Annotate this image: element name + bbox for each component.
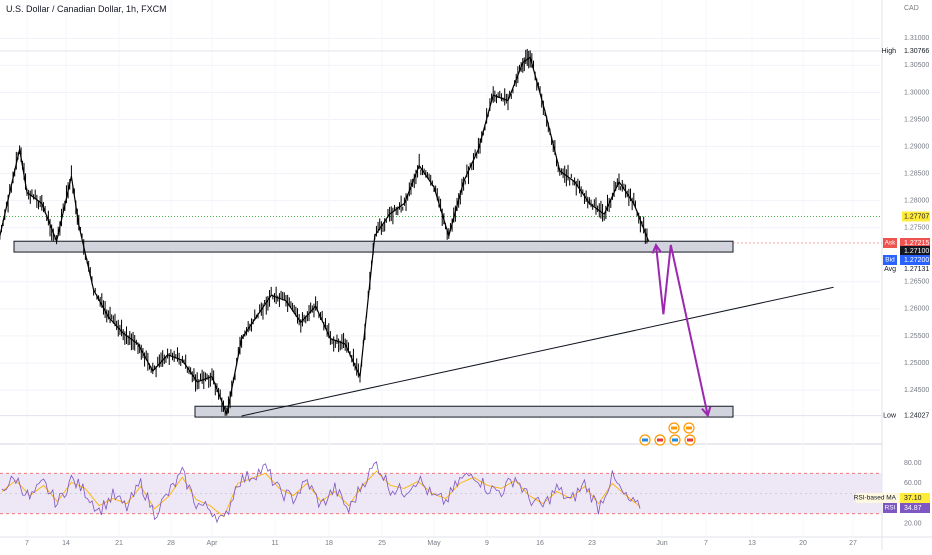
x-tick-label: 20 [799, 540, 807, 547]
bid-tag [883, 255, 897, 265]
rsi-label: RSI [885, 505, 896, 512]
x-tick-label: 7 [25, 540, 29, 547]
avg-label: Avg [884, 266, 896, 273]
x-tick-label: May [427, 540, 441, 547]
ask-tag [883, 238, 897, 248]
rsi-value-badge [900, 503, 930, 513]
arrow-head-end [701, 406, 712, 418]
y-tick-label: 1.26500 [904, 279, 929, 286]
y-tick-label: 1.30000 [904, 89, 929, 96]
price-line [0, 56, 650, 417]
x-tick-label: 23 [588, 540, 596, 547]
x-tick-label: 7 [704, 540, 708, 547]
mid-value-badge [900, 246, 930, 256]
y-tick-label: 1.28000 [904, 197, 929, 204]
currency-label: CAD [904, 5, 919, 12]
canada-flag-icon-glyph [657, 438, 663, 442]
x-tick-label: 11 [271, 540, 278, 547]
y-tick-label: 1.31000 [904, 35, 929, 42]
bid-value-badge [900, 255, 930, 265]
projection-path [655, 244, 709, 416]
x-tick-label: 9 [485, 540, 489, 547]
green-level-badge [902, 211, 930, 222]
ask-label: Ask [885, 240, 897, 247]
earnings-event-icon-glyph [671, 426, 677, 430]
high-value: 1.30766 [904, 48, 929, 55]
x-tick-label: 28 [167, 540, 175, 547]
support-zone [194, 405, 734, 418]
low-label: Low [883, 412, 897, 419]
us-flag-icon-glyph [672, 438, 678, 442]
price-grid: 1.31000 1.30500 1.30000 1.29500 1.29000 1.285… [0, 35, 929, 394]
x-tick-label: 18 [325, 540, 333, 547]
low-value: 1.24027 [904, 412, 929, 419]
rsi-line [1, 461, 641, 524]
x-tick-label: 14 [62, 540, 70, 547]
rsi-y-tick-label: 80.00 [904, 460, 922, 467]
high-label: High [882, 48, 897, 55]
y-tick-label: 1.29500 [904, 116, 929, 123]
y-tick-label: 1.26000 [904, 306, 929, 313]
x-tick-label: 13 [748, 540, 756, 547]
y-tick-label: 1.27500 [904, 225, 929, 232]
x-tick-label: 16 [536, 540, 544, 547]
trendline [241, 286, 834, 417]
ask-value: 1.27215 [904, 240, 929, 247]
rsi-ma-value-badge [900, 493, 930, 503]
rsi-ma-label: RSI-based MA [854, 495, 897, 502]
rsi-ma-label-bg [856, 493, 900, 503]
y-tick-label: 1.29000 [904, 143, 929, 150]
chart-title: U.S. Dollar / Canadian Dollar, 1h, FXCM [6, 4, 167, 14]
rsi-value: 34.87 [904, 505, 922, 512]
rsi-ma-value: 37.10 [904, 495, 922, 502]
green-level-value: 1.27707 [904, 213, 929, 220]
y-tick-label: 1.25000 [904, 360, 929, 367]
bid-label: Bid [885, 257, 895, 264]
rsi-y-tick-label: 60.00 [904, 480, 922, 487]
ask-value-badge [900, 238, 930, 248]
y-tick-label: 1.28500 [904, 170, 929, 177]
x-tick-label: Jun [656, 540, 667, 547]
earnings-event-icon-glyph [686, 426, 692, 430]
canada-flag-icon-glyph [687, 438, 693, 442]
us-flag-icon-glyph [642, 438, 648, 442]
x-tick-label: 27 [849, 540, 857, 547]
x-tick-label: 21 [115, 540, 123, 547]
rsi-y-tick-label: 20.00 [904, 521, 922, 528]
rsi-label-bg [883, 503, 897, 513]
x-tick-label: 25 [378, 540, 386, 547]
y-tick-label: 1.30500 [904, 62, 929, 69]
mid-value: 1.27100 [904, 248, 929, 255]
y-tick-label: 1.25500 [904, 333, 929, 340]
x-tick-label: Apr [207, 540, 219, 547]
avg-value: 1.27131 [904, 266, 929, 273]
y-tick-label: 1.24500 [904, 387, 929, 394]
x-axis: 7 14 21 28 Apr 11 18 25 May 9 16 23 Jun 7 13 20 27 [25, 0, 857, 547]
arrow-head-start [651, 242, 662, 254]
bid-value: 1.27200 [904, 257, 929, 264]
